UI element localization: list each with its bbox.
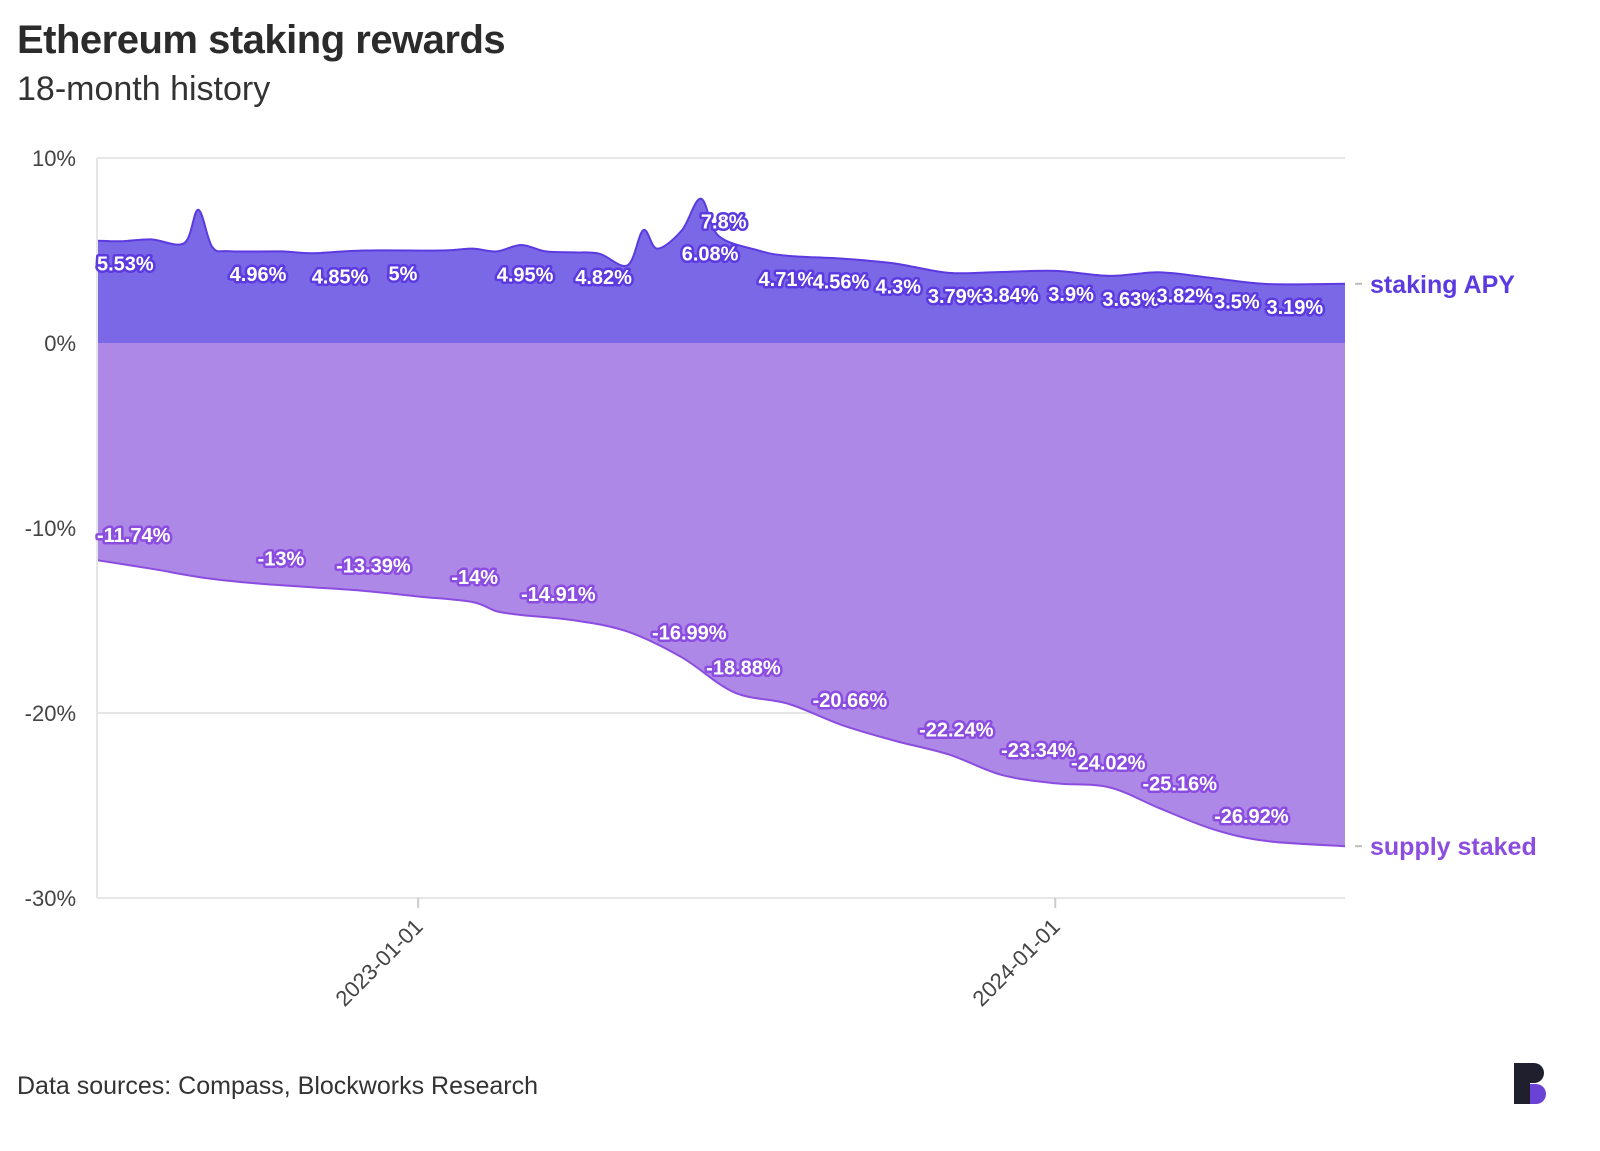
y-tick-label: 0%: [44, 331, 76, 356]
data-label: -13.39%: [336, 556, 411, 578]
supply-staked-line: [96, 559, 1346, 848]
y-tick-label: -20%: [25, 701, 76, 726]
data-label: 4.71%: [759, 269, 816, 291]
x-tick-label: 2024-01-01: [968, 914, 1065, 1011]
y-tick-label: -10%: [25, 516, 76, 541]
chart-title: Ethereum staking rewards: [17, 18, 506, 62]
logo-bowl-bottom: [1530, 1084, 1546, 1104]
data-label: 3.5%: [1214, 291, 1260, 313]
data-label: 3.9%: [1048, 284, 1094, 306]
data-label: -18.88%: [706, 657, 781, 679]
data-label: -24.02%: [1071, 752, 1146, 774]
data-label: 4.3%: [875, 276, 921, 298]
data-label: 3.84%: [982, 285, 1039, 307]
data-label: -16.99%: [652, 622, 727, 644]
data-label: -11.74%: [97, 525, 171, 547]
x-tick-label: 2023-01-01: [330, 914, 427, 1011]
staking-APY-area: [97, 198, 1345, 343]
staking-APY-line: [96, 197, 1346, 286]
data-label: 7.8%: [701, 212, 747, 234]
data-label: 4.95%: [497, 264, 554, 286]
data-label: 3.19%: [1266, 297, 1323, 319]
y-tick-label: -30%: [25, 886, 76, 911]
blockworks-logo: [1514, 1063, 1546, 1104]
data-label: 6.08%: [682, 244, 739, 266]
data-label: 5%: [388, 264, 417, 286]
data-label: 3.82%: [1156, 285, 1213, 307]
data-label: 5.53%: [97, 254, 154, 276]
data-label: -20.66%: [813, 690, 888, 712]
logo-bowl-top: [1530, 1063, 1544, 1083]
data-label: 3.63%: [1102, 289, 1159, 311]
data-label: -14%: [451, 567, 498, 589]
logo-stem: [1514, 1063, 1530, 1104]
supply-staked-area: [97, 343, 1345, 847]
data-label: -25.16%: [1143, 773, 1218, 795]
data-label: 4.96%: [230, 264, 287, 286]
series-label: supply staked: [1370, 833, 1537, 861]
data-label: 4.82%: [575, 267, 632, 289]
data-label: -23.34%: [1001, 740, 1076, 762]
data-label: 4.85%: [312, 266, 369, 288]
y-tick-label: 10%: [32, 146, 76, 171]
data-label: 3.79%: [928, 286, 985, 308]
series-label: staking APY: [1370, 271, 1515, 299]
data-label: -26.92%: [1214, 806, 1289, 828]
data-source-note: Data sources: Compass, Blockworks Resear…: [17, 1072, 539, 1100]
data-label: 4.56%: [813, 272, 870, 294]
data-label: -13%: [258, 549, 305, 571]
data-label: -14.91%: [521, 584, 596, 606]
data-label: -22.24%: [919, 719, 994, 741]
chart-subtitle: 18-month history: [17, 70, 271, 108]
